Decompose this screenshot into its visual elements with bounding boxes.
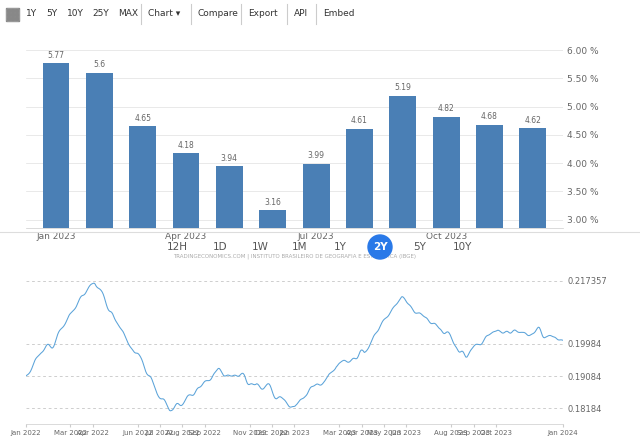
Text: 4.62: 4.62 <box>524 116 541 125</box>
Text: 10Y: 10Y <box>453 242 473 252</box>
Text: 5.6: 5.6 <box>93 60 106 69</box>
Circle shape <box>368 235 392 259</box>
Text: 1Y: 1Y <box>26 9 37 18</box>
Text: 25Y: 25Y <box>92 9 109 18</box>
Text: 12H: 12H <box>166 242 188 252</box>
Text: 4.65: 4.65 <box>134 114 151 123</box>
Text: 1W: 1W <box>252 242 268 252</box>
Text: 3.16: 3.16 <box>264 198 281 207</box>
Text: Compare: Compare <box>198 9 239 18</box>
Bar <box>15 9 18 12</box>
Bar <box>259 211 286 389</box>
Text: 5.19: 5.19 <box>394 83 412 92</box>
Bar <box>42 63 69 389</box>
Bar <box>216 166 243 389</box>
Bar <box>11 17 14 20</box>
Text: Embed: Embed <box>323 9 355 18</box>
Text: 4.61: 4.61 <box>351 116 368 125</box>
Bar <box>346 128 373 389</box>
Bar <box>7 17 10 20</box>
Text: TRADINGECONOMICS.COM | INSTITUTO BRASILEIRO DE GEOGRAFIA E ESTATÍSTICA (IBGE): TRADINGECONOMICS.COM | INSTITUTO BRASILE… <box>173 253 416 260</box>
Bar <box>389 96 416 389</box>
Text: 2Y: 2Y <box>372 242 387 252</box>
Text: Export: Export <box>248 9 278 18</box>
Bar <box>173 153 200 389</box>
Bar <box>476 125 503 389</box>
Text: 4.82: 4.82 <box>438 104 454 113</box>
Bar <box>15 13 18 16</box>
Text: MAX: MAX <box>118 9 138 18</box>
Bar <box>303 164 330 389</box>
Bar <box>520 128 547 389</box>
Bar <box>7 9 10 12</box>
Text: 4.18: 4.18 <box>178 140 195 149</box>
Bar <box>11 9 14 12</box>
Text: 3.99: 3.99 <box>308 151 324 160</box>
Text: 1Y: 1Y <box>333 242 346 252</box>
Text: 5.77: 5.77 <box>47 51 65 60</box>
Text: 10Y: 10Y <box>67 9 84 18</box>
Bar <box>86 73 113 389</box>
Text: 5Y: 5Y <box>413 242 426 252</box>
Bar <box>433 117 460 389</box>
Bar <box>15 17 18 20</box>
Text: API: API <box>294 9 308 18</box>
Text: 1D: 1D <box>212 242 227 252</box>
Text: 4.68: 4.68 <box>481 112 498 121</box>
Text: 5Y: 5Y <box>46 9 58 18</box>
Bar <box>129 126 156 389</box>
Bar <box>7 13 10 16</box>
Bar <box>6 8 19 21</box>
Bar <box>7 9 18 20</box>
Bar <box>11 13 14 16</box>
Text: 3.94: 3.94 <box>221 154 238 163</box>
Text: Chart ▾: Chart ▾ <box>148 9 180 18</box>
Text: 1M: 1M <box>292 242 308 252</box>
